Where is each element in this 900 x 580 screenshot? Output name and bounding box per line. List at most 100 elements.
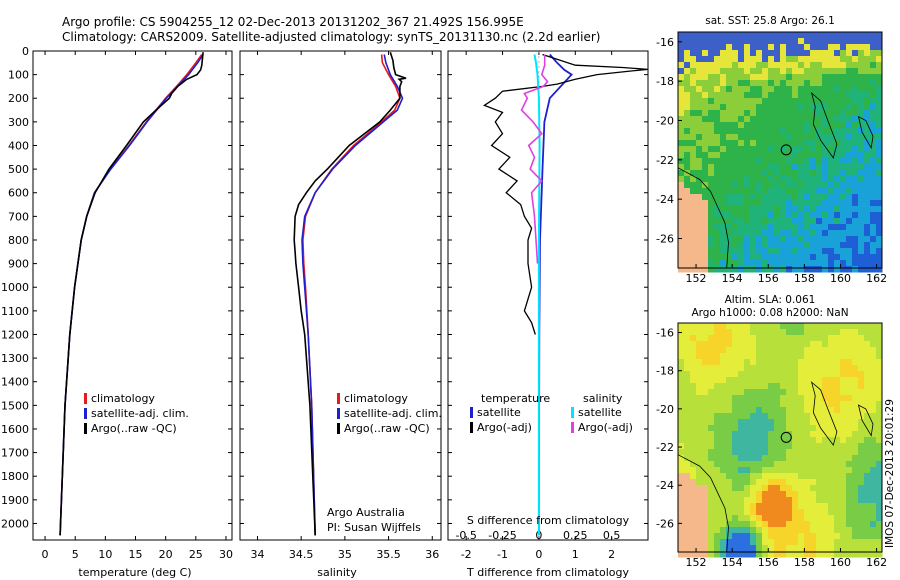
sla-map-cell bbox=[726, 467, 733, 474]
sla-map-cell bbox=[834, 539, 841, 546]
sst-map-cell bbox=[858, 44, 865, 51]
sla-map-cell bbox=[828, 515, 835, 522]
sst-map-cell bbox=[696, 242, 703, 249]
sla-map-cell bbox=[768, 539, 775, 546]
sst-map-cell bbox=[762, 134, 769, 141]
sst-map-cell bbox=[678, 80, 685, 87]
sla-map-cell bbox=[852, 467, 859, 474]
sst-map-cell bbox=[792, 134, 799, 141]
sla-map-cell bbox=[792, 473, 799, 480]
sst-map-cell bbox=[834, 98, 841, 105]
sst-map-cell bbox=[804, 224, 811, 231]
sla-map-cell bbox=[852, 359, 859, 366]
sla-map-cell bbox=[864, 389, 871, 396]
sst-map-cell bbox=[828, 194, 835, 201]
sst-map-cell bbox=[714, 164, 721, 171]
sla-map-cell bbox=[852, 383, 859, 390]
sst-map-cell bbox=[744, 176, 751, 183]
sst-map-cell bbox=[864, 164, 871, 171]
sst-map-cell bbox=[744, 206, 751, 213]
sst-map-cell bbox=[702, 200, 709, 207]
sla-map-cell bbox=[876, 473, 883, 480]
sla-map-cell bbox=[780, 491, 787, 498]
sst-map-cell bbox=[828, 110, 835, 117]
sst-map-cell bbox=[768, 200, 775, 207]
sst-map-cell bbox=[696, 194, 703, 201]
sst-map-cell bbox=[804, 164, 811, 171]
sla-map-cell bbox=[684, 413, 691, 420]
sst-map-cell bbox=[720, 62, 727, 69]
sla-map-cell bbox=[750, 335, 757, 342]
sst-map-cell bbox=[684, 134, 691, 141]
sla-map-cell bbox=[732, 425, 739, 432]
sst-map-cell bbox=[738, 158, 745, 165]
sla-map-cell bbox=[690, 353, 697, 360]
sst-map-cell bbox=[804, 266, 811, 273]
sst-map-cell bbox=[726, 176, 733, 183]
sla-map-cell bbox=[708, 485, 715, 492]
sla-map-cell bbox=[726, 353, 733, 360]
sst-map-cell bbox=[690, 128, 697, 135]
sla-map-cell bbox=[786, 485, 793, 492]
sla-map-cell bbox=[702, 533, 709, 540]
sla-map-cell bbox=[774, 461, 781, 468]
sla-map-cell bbox=[696, 359, 703, 366]
sla-map-cell bbox=[810, 455, 817, 462]
sla-map-cell bbox=[864, 443, 871, 450]
sla-map-cell bbox=[732, 515, 739, 522]
sst-map-cell bbox=[822, 80, 829, 87]
sst-map-cell bbox=[804, 86, 811, 93]
sst-map-cell bbox=[714, 50, 721, 57]
sla-map-cell bbox=[720, 359, 727, 366]
sst-map-cell bbox=[696, 260, 703, 267]
sla-map-cell bbox=[678, 539, 685, 546]
sla-map-cell bbox=[762, 377, 769, 384]
sla-map-cell bbox=[678, 467, 685, 474]
sla-map-cell bbox=[774, 479, 781, 486]
sst-map-cell bbox=[780, 128, 787, 135]
sst-map-cell bbox=[762, 62, 769, 69]
sst-map-cell bbox=[798, 140, 805, 147]
sst-map-cell bbox=[792, 164, 799, 171]
sla-map-cell bbox=[846, 329, 853, 336]
sst-map-cell bbox=[696, 68, 703, 75]
sst-map-cell bbox=[684, 188, 691, 195]
sla-map-cell bbox=[792, 431, 799, 438]
sla-map-cell bbox=[768, 377, 775, 384]
sst-map-cell bbox=[678, 266, 685, 273]
temperature-ytick-label: 2000 bbox=[1, 517, 29, 530]
sla-map-cell bbox=[708, 371, 715, 378]
sla-map-cell bbox=[858, 539, 865, 546]
sla-map-cell bbox=[876, 485, 883, 492]
sla-map-cell bbox=[852, 461, 859, 468]
sla-map-cell bbox=[858, 467, 865, 474]
sla-map-cell bbox=[822, 335, 829, 342]
sst-map-cell bbox=[708, 146, 715, 153]
sst-map-cell bbox=[822, 242, 829, 249]
sla-map-cell bbox=[876, 521, 883, 528]
sst-map-cell bbox=[774, 68, 781, 75]
sla-map-cell bbox=[846, 455, 853, 462]
sst-map-cell bbox=[822, 116, 829, 123]
difference-s-tick-label: -0.5 bbox=[455, 529, 476, 542]
sst-map-cell bbox=[798, 164, 805, 171]
sst-map-cell bbox=[690, 170, 697, 177]
sla-map-cell bbox=[774, 425, 781, 432]
sst-map-cell bbox=[834, 170, 841, 177]
salinity-xtick-label: 35 bbox=[338, 548, 352, 561]
sla-map-cell bbox=[768, 425, 775, 432]
sst-map-cell bbox=[822, 104, 829, 111]
sst-map-cell bbox=[852, 116, 859, 123]
sla-map-cell bbox=[780, 407, 787, 414]
sla-map-cell bbox=[858, 401, 865, 408]
sst-map-cell bbox=[780, 146, 787, 153]
sst-map-cell bbox=[696, 206, 703, 213]
sla-map-cell bbox=[738, 527, 745, 534]
sla-map-cell bbox=[744, 437, 751, 444]
sla-map-cell bbox=[756, 533, 763, 540]
sla-map-cell bbox=[858, 449, 865, 456]
sla-map-cell bbox=[828, 467, 835, 474]
sla-map-cell bbox=[774, 389, 781, 396]
sla-map-cell bbox=[792, 545, 799, 552]
temperature-ytick-label: 500 bbox=[8, 163, 29, 176]
